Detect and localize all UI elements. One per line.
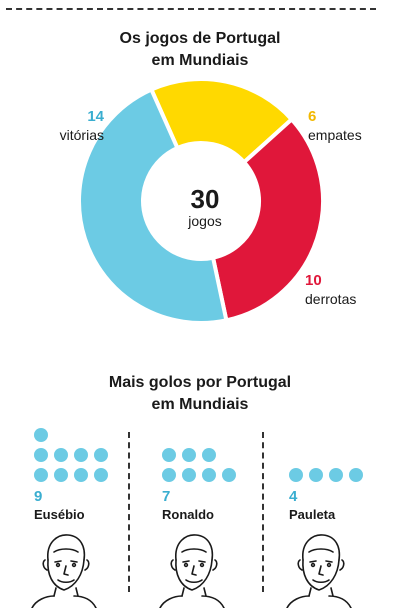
player-goals: 7 xyxy=(162,488,171,505)
donut-center-label: 30 jogos xyxy=(155,186,255,230)
top-dashed-rule xyxy=(6,8,376,10)
scorers-title-line-2: em Mundiais xyxy=(151,396,249,413)
goal-dot xyxy=(349,468,363,482)
goal-dot xyxy=(309,468,323,482)
donut-title-line-1: Os jogos de Portugal xyxy=(119,30,281,47)
goal-dot xyxy=(74,468,88,482)
player-goals: 4 xyxy=(289,488,298,505)
player-portrait-icon xyxy=(31,534,97,608)
player-portrait-icon xyxy=(286,534,352,608)
player-name: Pauleta xyxy=(289,507,336,522)
draws-label: empates xyxy=(308,127,362,143)
goal-dot xyxy=(182,448,196,462)
losses-value: 10 xyxy=(305,272,322,289)
scorers-title: Mais golos por Portugal em Mundiais xyxy=(0,372,400,416)
goal-dot xyxy=(162,468,176,482)
donut-slice-losses xyxy=(210,116,325,323)
goal-dot xyxy=(34,448,48,462)
player-portrait-icon xyxy=(159,534,225,608)
player-name: Eusébio xyxy=(34,507,85,522)
goal-dot xyxy=(74,448,88,462)
total-games-value: 30 xyxy=(190,184,220,214)
column-divider-1 xyxy=(128,432,130,592)
donut-slice-wins xyxy=(77,86,229,325)
player-name: Ronaldo xyxy=(162,507,214,522)
goal-dot xyxy=(54,468,68,482)
wins-stat: 14 vitórias xyxy=(44,108,104,144)
donut-title-line-2: em Mundiais xyxy=(151,52,249,69)
goal-dot xyxy=(202,468,216,482)
draws-stat: 6 empates xyxy=(308,108,362,144)
player-goals: 9 xyxy=(34,488,43,505)
goal-dot xyxy=(162,448,176,462)
goal-dot xyxy=(34,468,48,482)
total-games-label: jogos xyxy=(188,213,222,229)
goal-dot xyxy=(54,448,68,462)
scorers-title-line-1: Mais golos por Portugal xyxy=(108,374,292,391)
goal-dot xyxy=(222,468,236,482)
goal-dot xyxy=(202,448,216,462)
goal-dot xyxy=(182,468,196,482)
column-divider-2 xyxy=(262,432,264,592)
donut-slice-draws xyxy=(148,77,295,166)
goal-dot xyxy=(289,468,303,482)
goal-dot xyxy=(94,448,108,462)
goal-dot xyxy=(94,468,108,482)
goal-dot xyxy=(329,468,343,482)
wins-value: 14 xyxy=(87,108,104,125)
donut-chart-title: Os jogos de Portugal em Mundiais xyxy=(0,28,400,72)
goal-dot xyxy=(34,428,48,442)
losses-label: derrotas xyxy=(305,291,357,307)
draws-value: 6 xyxy=(308,108,317,125)
wins-label: vitórias xyxy=(59,127,104,143)
losses-stat: 10 derrotas xyxy=(305,272,356,308)
